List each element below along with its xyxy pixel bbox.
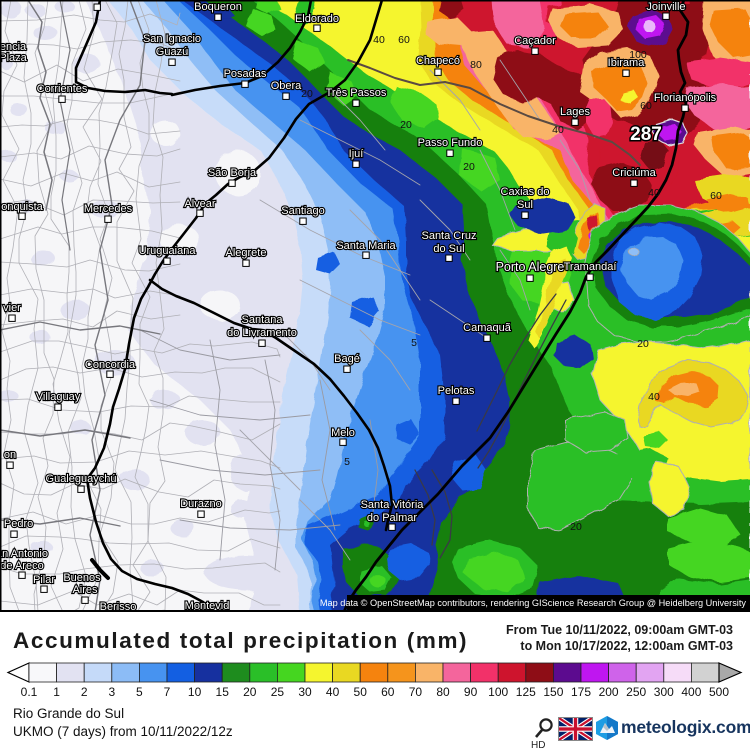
svg-text:Ibirama: Ibirama [608, 57, 646, 69]
svg-text:Pelotas: Pelotas [438, 385, 475, 397]
svg-text:80: 80 [470, 59, 482, 71]
svg-text:100: 100 [488, 685, 508, 699]
svg-text:Uruguaiana: Uruguaiana [139, 245, 197, 257]
svg-text:175: 175 [571, 685, 591, 699]
svg-text:287: 287 [630, 124, 662, 145]
svg-text:do Palmar: do Palmar [367, 512, 417, 524]
svg-text:500: 500 [709, 685, 729, 699]
svg-text:Camaquã: Camaquã [463, 322, 512, 334]
svg-text:Corrientes: Corrientes [37, 83, 88, 95]
svg-text:Sul: Sul [517, 199, 533, 211]
svg-text:40: 40 [552, 124, 564, 136]
svg-text:Santa Vitória: Santa Vitória [361, 499, 425, 511]
svg-text:Alvear: Alvear [184, 198, 216, 210]
svg-text:300: 300 [654, 685, 674, 699]
svg-text:60: 60 [640, 100, 652, 112]
svg-text:5: 5 [411, 337, 417, 349]
svg-text:Santa Maria: Santa Maria [336, 240, 396, 252]
svg-text:Porto Alegre: Porto Alegre [496, 260, 565, 274]
svg-text:400: 400 [681, 685, 701, 699]
svg-text:Pilar: Pilar [33, 574, 55, 586]
svg-text:onquista: onquista [1, 201, 43, 213]
svg-text:100: 100 [629, 49, 647, 61]
svg-text:10: 10 [188, 685, 202, 699]
svg-text:60: 60 [381, 685, 395, 699]
svg-text:80: 80 [436, 685, 450, 699]
svg-text:7: 7 [164, 685, 171, 699]
svg-text:Melo: Melo [331, 427, 355, 439]
svg-text:Guazú: Guazú [156, 46, 188, 58]
svg-text:Concordia: Concordia [85, 359, 136, 371]
svg-text:Chapecó: Chapecó [416, 55, 460, 67]
svg-text:20: 20 [637, 338, 649, 350]
svg-text:20: 20 [400, 119, 412, 131]
svg-text:5: 5 [344, 456, 350, 468]
svg-text:San Ignacio: San Ignacio [143, 33, 201, 45]
svg-text:20: 20 [570, 521, 582, 533]
svg-text:3: 3 [108, 685, 115, 699]
svg-text:Durazno: Durazno [180, 498, 222, 510]
svg-text:encia: encia [0, 41, 27, 53]
svg-text:250: 250 [626, 685, 646, 699]
svg-text:Aires: Aires [72, 584, 98, 596]
svg-text:Buenos: Buenos [63, 572, 101, 584]
svg-text:150: 150 [543, 685, 563, 699]
svg-text:do Livramento: do Livramento [227, 327, 297, 339]
svg-text:n Pedro: n Pedro [0, 518, 33, 530]
svg-text:Villaguay: Villaguay [36, 391, 81, 403]
svg-text:Mercedes: Mercedes [84, 203, 133, 215]
svg-text:Plaza: Plaza [0, 52, 28, 64]
svg-text:20: 20 [301, 88, 313, 100]
svg-text:15: 15 [216, 685, 230, 699]
svg-text:40: 40 [326, 685, 340, 699]
svg-text:on: on [4, 449, 16, 461]
svg-text:Florianópolis: Florianópolis [654, 92, 717, 104]
svg-text:2: 2 [81, 685, 88, 699]
svg-text:0.1: 0.1 [21, 685, 38, 699]
svg-text:25: 25 [271, 685, 285, 699]
svg-text:Obera: Obera [271, 80, 302, 92]
svg-text:Santa Cruz: Santa Cruz [421, 230, 476, 242]
svg-text:Ijuí: Ijuí [349, 148, 364, 160]
svg-text:1: 1 [53, 685, 60, 699]
svg-text:Gualeguaychú: Gualeguaychú [46, 473, 117, 485]
svg-text:20: 20 [243, 685, 257, 699]
svg-text:Joinville: Joinville [646, 1, 685, 13]
svg-text:Santiago: Santiago [281, 205, 324, 217]
svg-text:50: 50 [354, 685, 368, 699]
svg-text:Passo Fundo: Passo Fundo [418, 137, 483, 149]
svg-text:an Antonio: an Antonio [0, 548, 48, 560]
svg-text:Alegrete: Alegrete [226, 247, 267, 259]
svg-text:Eldorado: Eldorado [295, 13, 339, 25]
svg-text:60: 60 [398, 34, 410, 46]
svg-text:Map data © OpenStreetMap contr: Map data © OpenStreetMap contributors, r… [320, 598, 747, 608]
svg-text:Santana: Santana [242, 314, 284, 326]
svg-text:Bagé: Bagé [334, 353, 360, 365]
svg-text:Caçador: Caçador [514, 35, 556, 47]
svg-text:Caxias do: Caxias do [501, 186, 550, 198]
svg-text:HD: HD [531, 740, 545, 749]
svg-text:125: 125 [516, 685, 536, 699]
svg-text:do Sul: do Sul [433, 243, 464, 255]
svg-text:Posadas: Posadas [224, 68, 267, 80]
svg-text:200: 200 [599, 685, 619, 699]
svg-text:Tramandaí: Tramandaí [564, 261, 617, 273]
svg-text:70: 70 [409, 685, 423, 699]
svg-text:Boqueron: Boqueron [194, 1, 242, 13]
svg-text:30: 30 [298, 685, 312, 699]
svg-text:São Borja: São Borja [208, 167, 257, 179]
svg-text:40: 40 [648, 187, 660, 199]
svg-text:Criciúma: Criciúma [612, 167, 656, 179]
svg-text:vier: vier [3, 302, 21, 314]
svg-text:de Areco: de Areco [0, 560, 43, 572]
svg-text:90: 90 [464, 685, 478, 699]
svg-text:Montevid: Montevid [185, 600, 230, 612]
svg-text:40: 40 [648, 391, 660, 403]
svg-text:5: 5 [136, 685, 143, 699]
svg-text:Lages: Lages [560, 106, 590, 118]
svg-text:40: 40 [373, 34, 385, 46]
svg-text:20: 20 [463, 161, 475, 173]
svg-text:60: 60 [710, 190, 722, 202]
svg-text:Três Passos: Três Passos [326, 87, 387, 99]
